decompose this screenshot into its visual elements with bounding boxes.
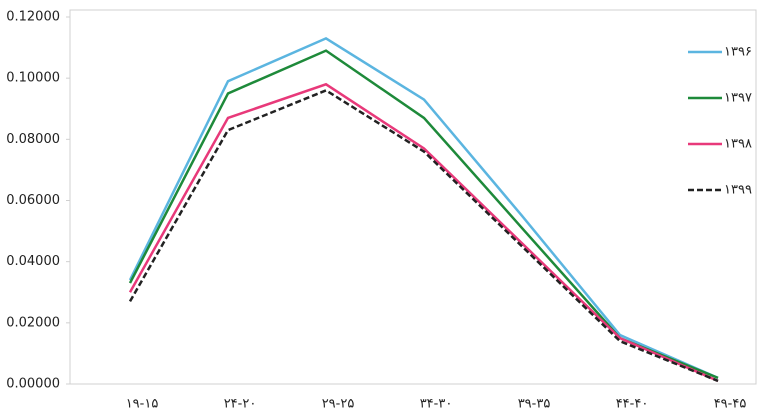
y-tick-label: 0.02000 (6, 315, 60, 330)
x-tick-label: ۳۹-۳۵ (518, 397, 551, 412)
y-tick-label: 0.08000 (6, 132, 60, 147)
x-tick-label: ۱۹-۱۵ (126, 397, 159, 412)
plot-frame (70, 10, 756, 384)
y-tick-label: 0.10000 (6, 71, 60, 86)
y-tick-label: 0.06000 (6, 193, 60, 208)
series-line (130, 38, 718, 377)
chart: 0.00000 0.02000 0.04000 0.06000 0.08000 0.100… (0, 0, 761, 416)
x-tick-label: ۴۴-۴۰ (616, 397, 649, 412)
y-tick-label: 0.00000 (6, 377, 60, 392)
legend-label: ۱۳۹۷ (724, 91, 752, 106)
legend-label: ۱۳۹۹ (724, 183, 752, 198)
y-tick-label: 0.12000 (6, 10, 60, 25)
x-tick-label: ۳۴-۳۰ (420, 397, 453, 412)
x-tick-label: ۴۹-۴۵ (714, 397, 747, 412)
y-tick-label: 0.04000 (6, 254, 60, 269)
legend-label: ۱۳۹۸ (724, 137, 752, 152)
series-line (130, 84, 718, 381)
legend-label: ۱۳۹۶ (724, 45, 752, 60)
x-tick-label: ۲۴-۲۰ (224, 397, 257, 412)
x-tick-label: ۲۹-۲۵ (322, 397, 355, 412)
